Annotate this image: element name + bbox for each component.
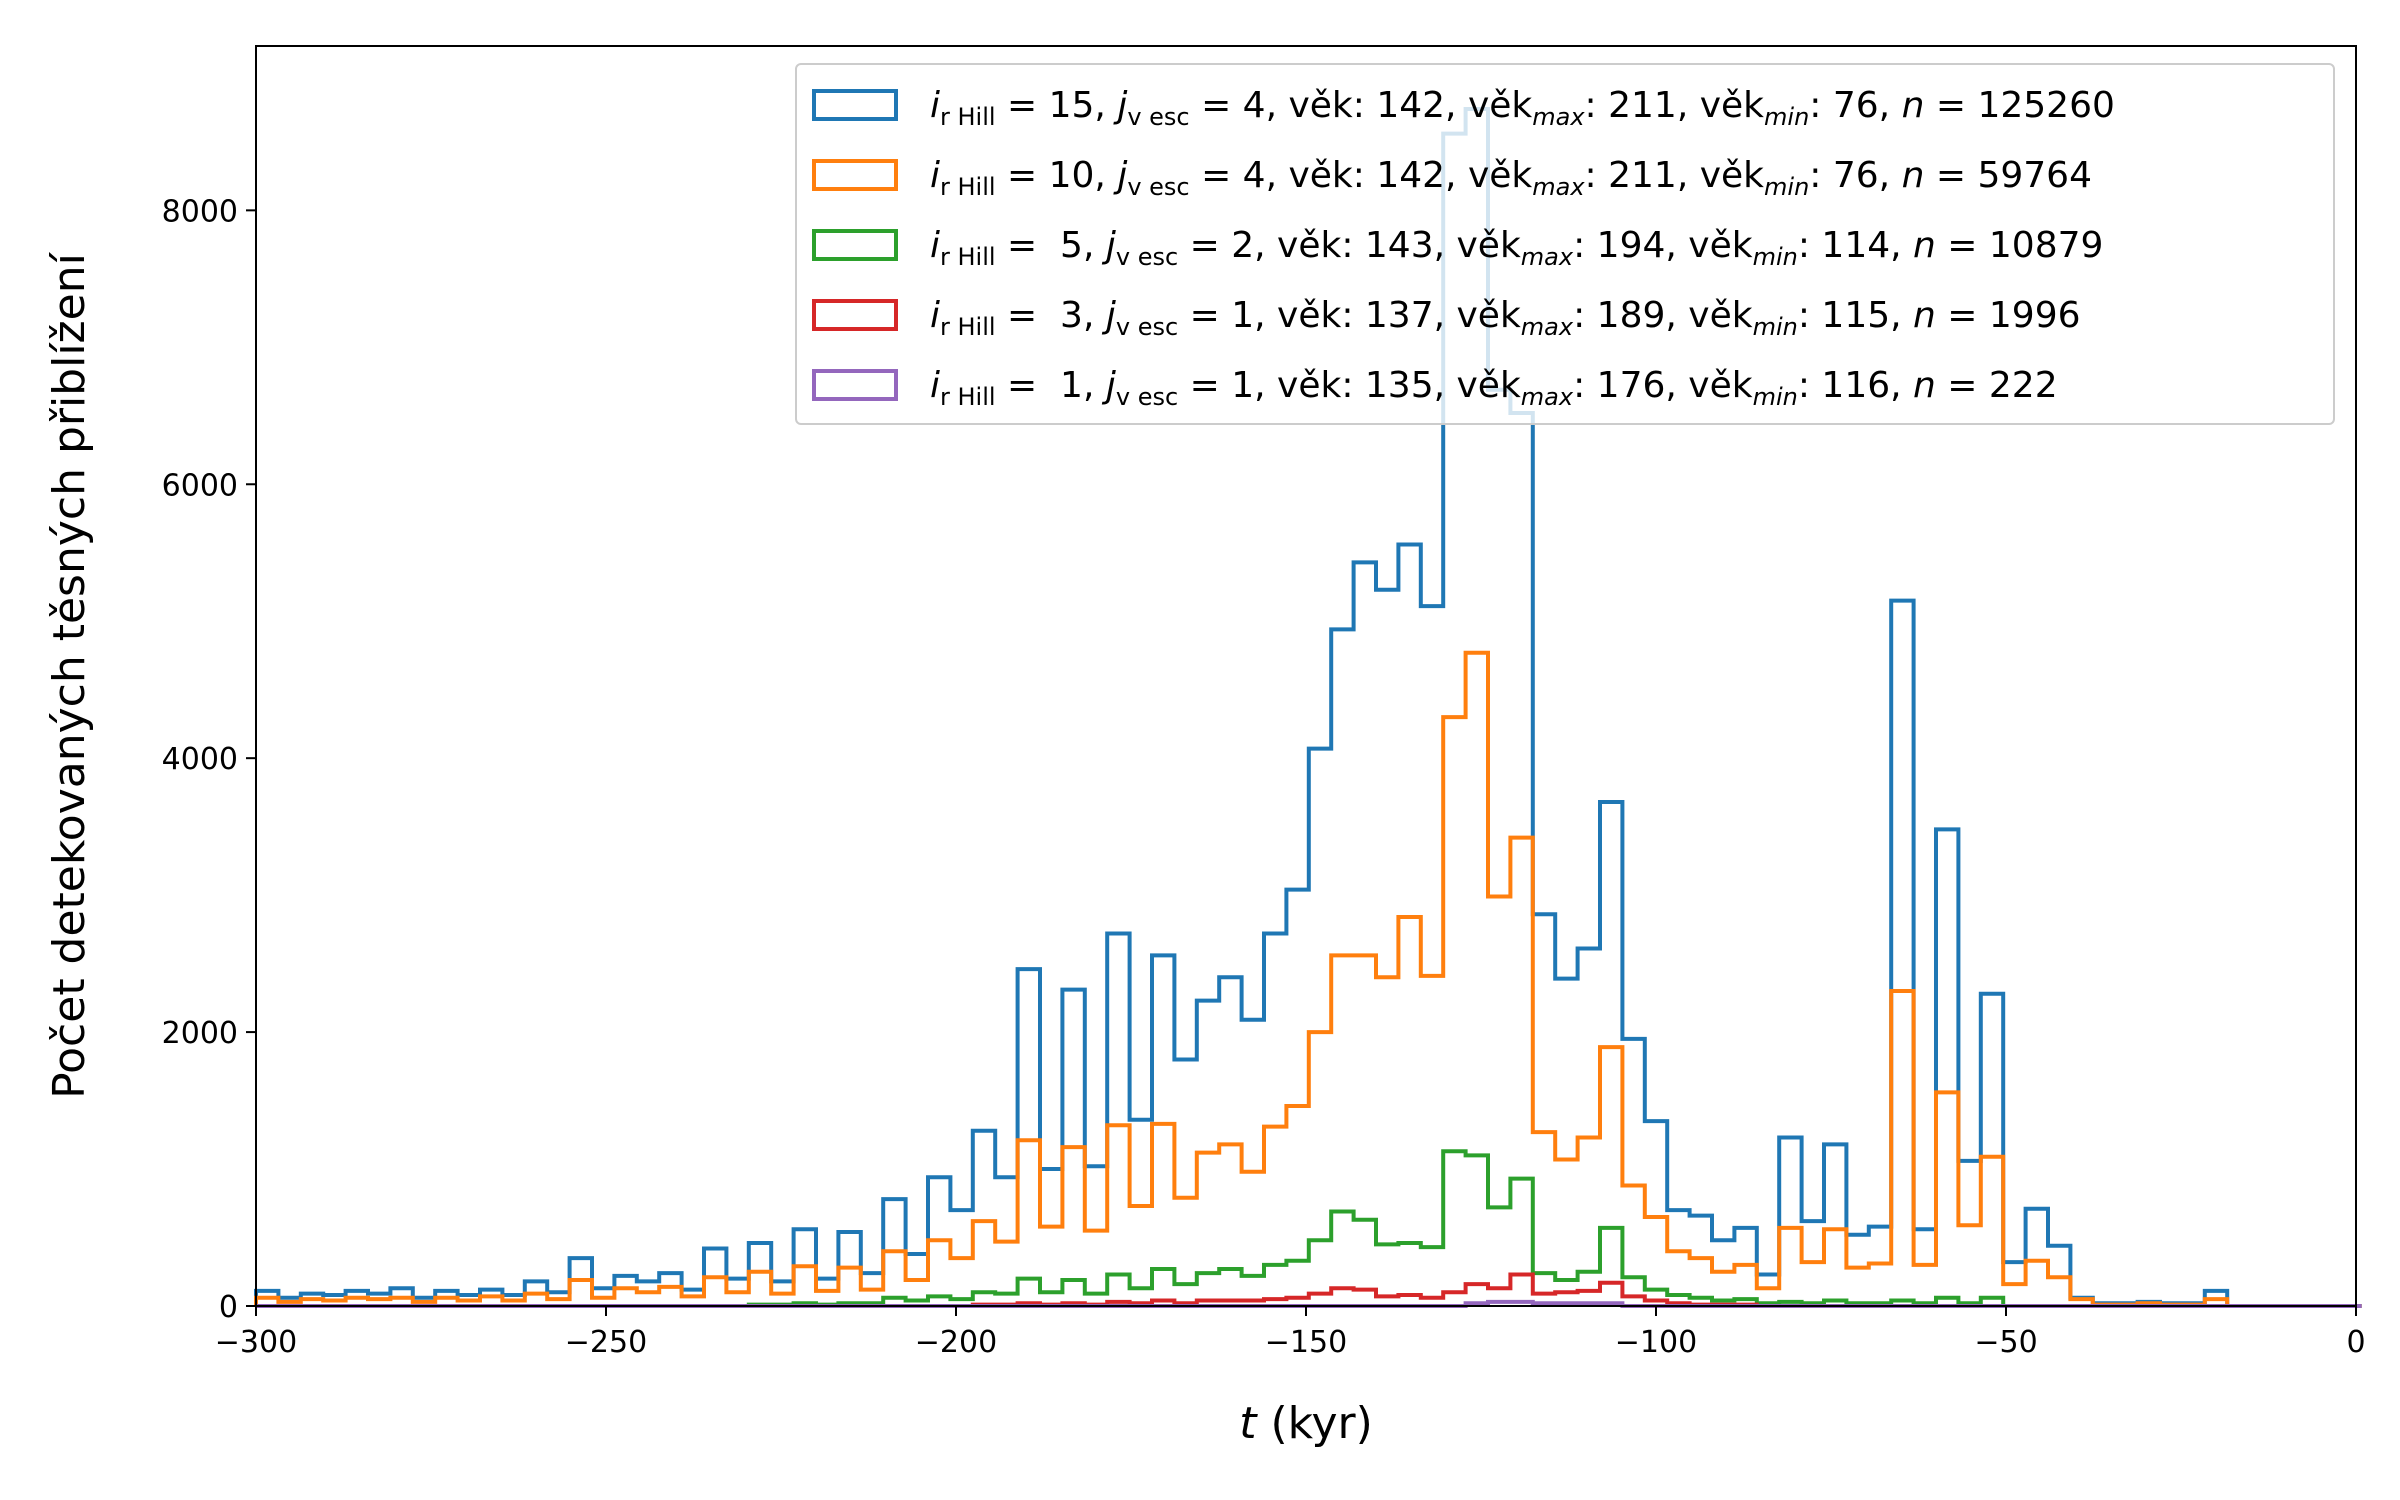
x-tick-label: −50 <box>1974 1325 2037 1360</box>
y-tick-label: 6000 <box>162 468 238 503</box>
y-axis-label: Počet detekovaných těsných přiblížení <box>44 251 95 1098</box>
x-tick-label: −200 <box>915 1325 997 1360</box>
legend-swatch <box>812 229 898 261</box>
legend-frame <box>795 63 2335 425</box>
legend-swatch <box>812 299 898 331</box>
x-tick-label: −100 <box>1615 1325 1697 1360</box>
legend-label: ir Hill = 10, jv esc = 4, věk: 142, věkm… <box>930 155 2092 201</box>
x-tick-label: 0 <box>2346 1325 2365 1360</box>
plot-area <box>254 45 2362 1308</box>
x-axis-variable: t <box>1239 1398 1258 1449</box>
legend-label: ir Hill = 5, jv esc = 2, věk: 143, věkma… <box>930 225 2103 271</box>
y-tick-label: 4000 <box>162 742 238 777</box>
x-axis-unit: (kyr) <box>1256 1398 1372 1449</box>
legend-swatch <box>812 159 898 191</box>
histogram-series-1 <box>254 107 2362 1308</box>
legend-swatch <box>812 89 898 121</box>
legend: ir Hill = 15, jv esc = 4, věk: 142, věkm… <box>795 63 2335 425</box>
y-tick-label: 2000 <box>162 1016 238 1051</box>
x-axis-label: t (kyr) <box>1239 1398 1373 1449</box>
legend-label: ir Hill = 1, jv esc = 1, věk: 135, věkma… <box>930 365 2058 411</box>
x-tick-label: −150 <box>1265 1325 1347 1360</box>
histogram-series-2 <box>254 650 2362 1308</box>
legend-label: ir Hill = 3, jv esc = 1, věk: 137, věkma… <box>930 295 2081 341</box>
x-axis-ticks: −300 −250 −200 −150 −100 −50 0 <box>215 1306 2366 1360</box>
x-tick-label: −300 <box>215 1325 297 1360</box>
y-tick-label: 0 <box>219 1290 238 1325</box>
legend-label: ir Hill = 15, jv esc = 4, věk: 142, věkm… <box>930 85 2115 131</box>
x-tick-label: −250 <box>565 1325 647 1360</box>
y-tick-label: 8000 <box>162 194 238 229</box>
legend-swatch <box>812 369 898 401</box>
y-axis-ticks: 0 2000 4000 6000 8000 <box>162 194 256 1325</box>
legend-entries: ir Hill = 15, jv esc = 4, věk: 142, věkm… <box>812 85 2115 411</box>
